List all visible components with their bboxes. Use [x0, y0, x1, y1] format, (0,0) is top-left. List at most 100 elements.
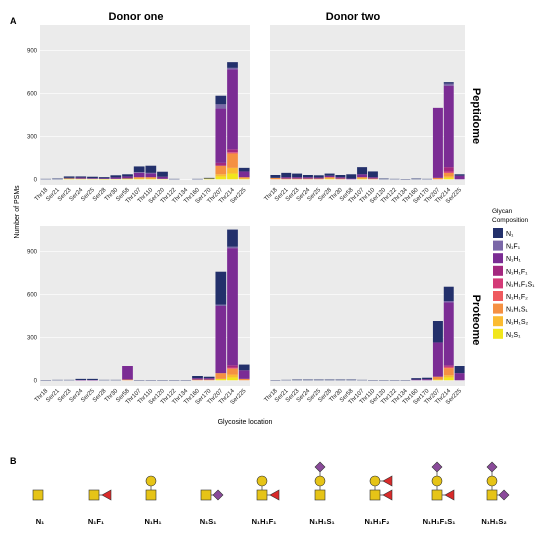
hexose-circle	[145, 475, 157, 487]
bar-segment-ser58-s6	[122, 379, 133, 381]
bar-segment-thr110-s2	[145, 173, 157, 178]
bar-segment-ser23-s0	[63, 176, 75, 178]
bar-segment-thr214-s4	[227, 152, 238, 153]
bar-segment-ser170-s6	[203, 379, 215, 381]
bar-segment-thr30-s6	[335, 178, 346, 180]
sialic-diamond	[212, 489, 224, 501]
y-tick-label: 0	[34, 378, 38, 384]
bar-segment-thr30-s2	[335, 177, 346, 179]
bar-segment-thr207-s1	[215, 104, 227, 109]
bar-segment-thr207-s8	[432, 379, 443, 381]
bar-segment-ser21-s2	[281, 177, 292, 179]
bar-segment-thr214-s4	[227, 367, 238, 369]
galnac-square	[200, 489, 212, 501]
fucose-triangle	[101, 489, 112, 501]
bar-segment-ser25-s0	[313, 175, 324, 178]
glycan-structure: N₁H₁	[144, 475, 162, 526]
bar-segment-thr214-s6	[443, 368, 454, 376]
bar-segment-thr207-s6	[432, 376, 443, 380]
legend-item-label: N₁H₁	[506, 256, 521, 263]
y-tick-label: 600	[27, 293, 38, 299]
bar-segment-thr110-s0	[367, 171, 378, 178]
glycan-structure: N₁	[32, 489, 45, 526]
bar-segment-thr214-s0	[443, 286, 454, 301]
bar-segment-thr107-s1	[133, 172, 145, 173]
bar-segment-ser58-s2	[122, 176, 133, 179]
bar-segment-ser120-s2	[157, 176, 168, 179]
bar-segment-ser24-s0	[75, 378, 87, 380]
bar-segment-ser25-s2	[313, 177, 324, 179]
bar-segment-thr30-s0	[110, 175, 122, 178]
legend-item-label: N₁S₁	[506, 332, 521, 339]
legend-swatch	[493, 291, 503, 301]
bar-segment-thr160-s0	[411, 178, 422, 180]
y-tick-label: 0	[34, 177, 38, 183]
bar-segment-ser24-s0	[75, 176, 87, 178]
bar-segment-thr214-s3	[443, 167, 454, 172]
legend-swatch	[493, 228, 503, 238]
bar-segment-thr207-s0	[432, 321, 443, 343]
bar-segment-thr110-s2	[367, 177, 378, 179]
bar-segment-ser120-s0	[157, 171, 168, 177]
bar-segment-ser28-s8	[324, 178, 335, 180]
bar-segment-thr110-s8	[145, 178, 157, 180]
panel-label-b: B	[10, 456, 17, 466]
galnac-square	[88, 489, 100, 501]
bar-segment-thr207-s7	[215, 174, 227, 177]
bar-segment-thr214-s6	[227, 153, 238, 168]
bar-segment-thr214-s3	[443, 365, 454, 367]
bar-segment-thr107-s6	[133, 177, 145, 179]
bar-segment-ser225-s2	[238, 370, 250, 379]
glycan-label: N₁H₁	[144, 517, 161, 526]
legend-item-label: N₁H₁F₂	[506, 294, 528, 301]
bar-segment-ser58-s0	[346, 379, 357, 381]
bar-segment-thr207-s6	[215, 165, 227, 175]
hexose-circle	[369, 475, 381, 487]
glycan-structure: N₁F₁	[88, 489, 112, 526]
bar-segment-thr107-s0	[133, 166, 145, 173]
bar-segment-thr214-s7	[443, 176, 454, 178]
sialic-diamond	[314, 461, 326, 473]
legend-swatch	[493, 328, 503, 339]
glycan-label: N₁	[36, 517, 45, 526]
sialic-diamond	[498, 489, 510, 501]
legend-item-label: N₁H₁S₂	[506, 319, 529, 326]
fucose-triangle	[382, 489, 393, 501]
bar-segment-thr214-s4	[443, 366, 454, 368]
legend: Glycan Composition N₁ N₁F₁ N₁H₁ N₁H₁F₁ N₁H₁F…	[492, 208, 535, 339]
bar-segment-ser28-s2	[324, 175, 335, 178]
bar-segment-ser170-s0	[422, 377, 433, 380]
row-title-proteome: Proteome	[470, 295, 482, 346]
bar-segment-thr214-s3	[227, 365, 238, 368]
bar-segment-ser170-s0	[203, 177, 215, 179]
bar-segment-ser23-s8	[63, 178, 75, 180]
bar-segment-ser58-s0	[346, 174, 357, 179]
plot-area: 0 300 600 900 Thr18Ser21Ser23Ser24Ser25Ser28…	[27, 25, 465, 406]
bar-segment-ser225-s2	[454, 175, 465, 180]
bar-segment-thr160-s0	[411, 378, 422, 380]
sialic-diamond	[486, 461, 498, 473]
bar-segment-ser25-s0	[313, 379, 324, 381]
legend-item-label: N₁H₁F₁S₁	[506, 281, 535, 288]
bar-segment-thr107-s0	[357, 167, 368, 175]
panel-background	[270, 226, 465, 386]
bar-segment-ser28-s6	[324, 177, 335, 179]
bar-segment-thr214-s0	[227, 62, 238, 68]
bar-segment-thr214-s5	[443, 367, 454, 369]
bar-segment-thr107-s8	[357, 178, 368, 180]
bar-segment-ser58-s0	[122, 174, 133, 177]
glycan-structures: N₁ N₁F₁ N₁H₁ N₁S₁ N₁H₁F₁ N₁H₁S₁ N₁H₁F₂ N₁H₁F₁S₁…	[32, 461, 510, 526]
bar-segment-thr30-s2	[110, 177, 122, 179]
fucose-triangle	[382, 475, 393, 487]
fucose-triangle	[269, 489, 280, 501]
y-axis-title: Number of PSMs	[14, 185, 21, 239]
bar-segment-thr214-s1	[227, 67, 238, 70]
galnac-square	[145, 489, 157, 501]
glycan-structure: N₁H₁S₁	[309, 461, 335, 526]
bar-segment-thr207-s0	[215, 271, 227, 305]
glycan-label: N₁H₁F₁	[252, 517, 277, 526]
bar-segment-ser28-s0	[324, 379, 335, 381]
bar-segment-thr214-s6	[443, 172, 454, 177]
bar-segment-thr214-s1	[227, 246, 238, 249]
